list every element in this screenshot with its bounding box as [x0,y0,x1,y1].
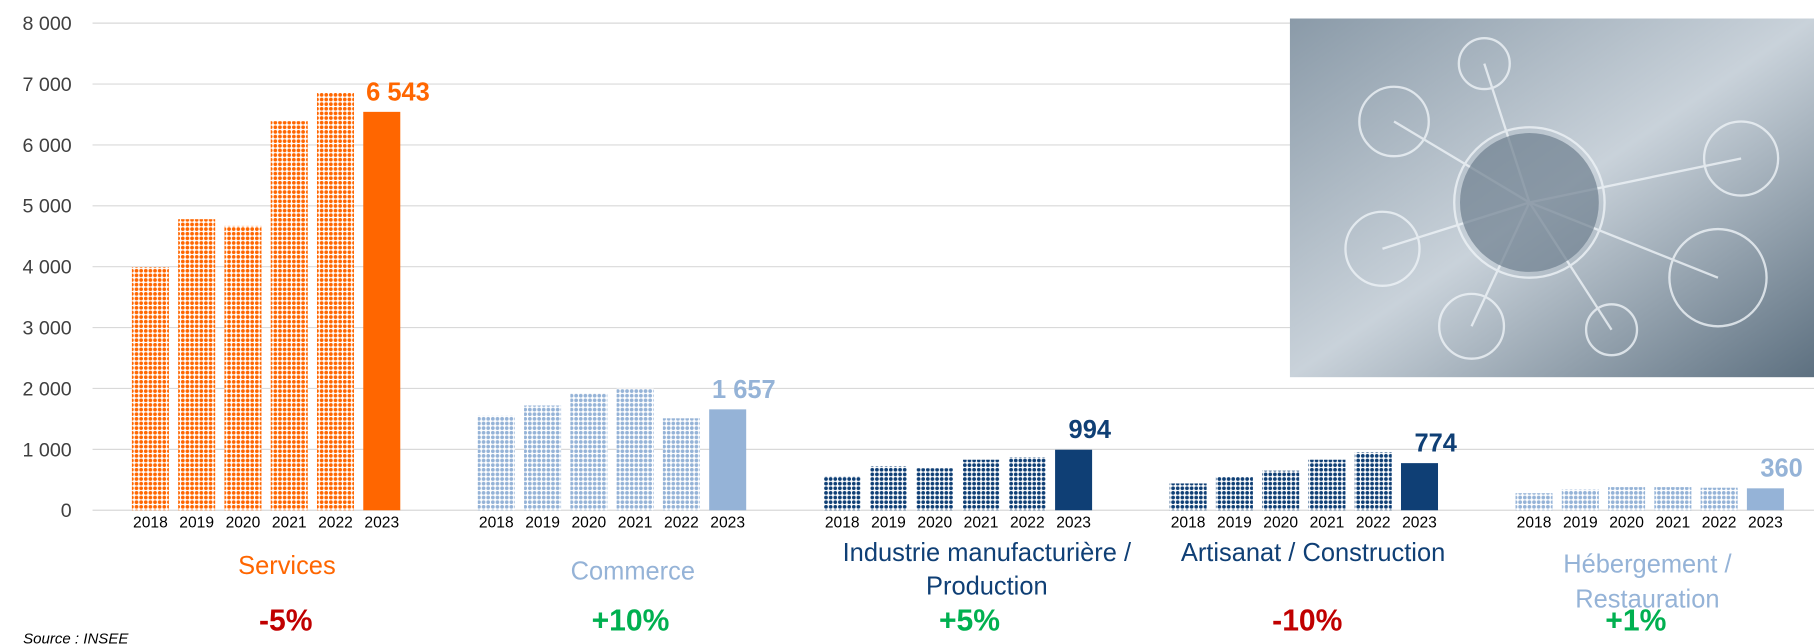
group-label: Services [238,552,336,580]
bar [478,416,515,510]
group-label-line: Services [238,552,336,580]
bar [709,409,746,510]
group-label-line: Commerce [571,558,695,586]
x-tick-label: 2023 [710,515,745,532]
bar [1747,488,1784,510]
bar [1055,450,1092,511]
group-label: Commerce [571,558,695,586]
bar [617,388,654,510]
data-label: 1 657 [712,376,776,404]
bar [663,418,700,510]
bar [224,226,261,510]
page: {"chart_data":{"type":"bar","categories"… [0,0,1814,644]
x-tick-label: 2021 [272,515,307,532]
bar [1216,477,1253,510]
y-tick-label: 6 000 [23,135,72,157]
x-tick-label: 2023 [1056,515,1091,532]
y-tick-label: 5 000 [23,196,72,218]
bar [1701,488,1738,511]
bar [1608,487,1645,510]
group-label-line: Artisanat / Construction [1181,539,1445,567]
x-tick-label: 2020 [1609,515,1644,532]
y-tick-label: 4 000 [23,257,72,279]
y-tick-label: 8 000 [23,13,72,35]
y-tick-label: 0 [61,500,72,522]
bar [524,406,561,511]
x-tick-label: 2022 [1356,515,1391,532]
bar [132,267,169,510]
group-label-line: Hébergement / [1563,551,1732,579]
source-note: Source : INSEE [23,630,129,644]
bar [963,460,1000,511]
x-tick-label: 2019 [871,515,906,532]
bar [317,93,354,511]
group-label-line: Production [926,573,1048,601]
bar [870,466,907,510]
x-tick-label: 2018 [133,515,168,532]
bar [363,112,400,510]
bar [916,468,953,510]
x-tick-label: 2021 [1655,515,1690,532]
bar [1308,460,1345,511]
x-tick-label: 2019 [179,515,214,532]
bar [1262,471,1299,511]
group-label-line: Industrie manufacturière / [843,539,1132,567]
y-tick-label: 3 000 [23,318,72,340]
bar [824,476,861,510]
x-tick-label: 2019 [1217,515,1252,532]
bar [570,393,607,510]
x-tick-label: 2020 [571,515,606,532]
bar [1654,487,1691,510]
x-tick-label: 2022 [318,515,353,532]
change-label: +1% [1605,605,1666,638]
data-label: 994 [1069,416,1112,444]
chart: Source : INSEE 0 1 000 2 000 3 000 4 000 5 00… [0,0,1814,644]
bar [1355,452,1392,510]
data-label: 6 543 [366,78,430,106]
x-tick-label: 2018 [825,515,860,532]
photo [1290,19,1814,378]
x-tick-label: 2022 [1010,515,1045,532]
bar [1516,493,1553,510]
data-label: 360 [1760,455,1802,483]
bar [1401,463,1438,510]
bar [1170,483,1207,510]
x-tick-label: 2020 [226,515,261,532]
x-tick-label: 2023 [1402,515,1437,532]
x-tick-label: 2023 [1748,515,1783,532]
x-tick-label: 2021 [964,515,999,532]
bar [271,121,308,510]
x-tick-label: 2023 [364,515,399,532]
y-tick-label: 2 000 [23,378,72,400]
x-tick-label: 2019 [1563,515,1598,532]
y-tick-label: 1 000 [23,439,72,461]
bar [178,219,215,510]
x-tick-label: 2022 [664,515,699,532]
data-label: 774 [1414,430,1457,458]
change-label: +10% [592,605,670,638]
x-tick-label: 2020 [917,515,952,532]
change-label: -5% [259,605,312,638]
x-tick-label: 2020 [1263,515,1298,532]
group-label: Artisanat / Construction [1181,539,1445,567]
x-tick-label: 2019 [525,515,560,532]
change-label: -10% [1272,605,1342,638]
x-tick-label: 2018 [1517,515,1552,532]
bar [1562,490,1599,511]
x-tick-label: 2021 [618,515,653,532]
x-tick-label: 2021 [1310,515,1345,532]
x-tick-label: 2018 [479,515,514,532]
change-label: +5% [939,605,1000,638]
x-tick-label: 2022 [1702,515,1737,532]
x-tick-label: 2018 [1171,515,1206,532]
bar [1009,457,1046,510]
group-label: Industrie manufacturière / Production [843,539,1132,601]
y-tick-label: 7 000 [23,74,72,96]
